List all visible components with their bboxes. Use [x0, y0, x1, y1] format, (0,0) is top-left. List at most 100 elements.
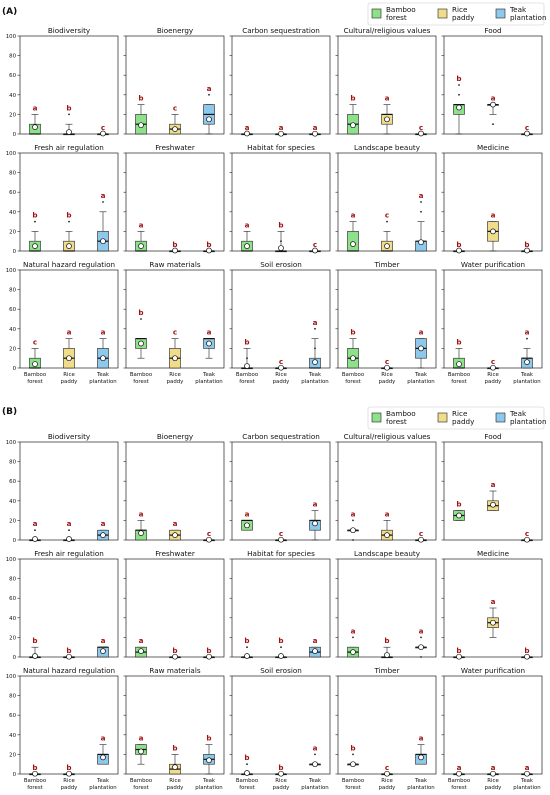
box-rice-paddy: b [63, 763, 75, 777]
significance-letter: a [139, 636, 144, 645]
box-bamboo-forest: a [347, 211, 359, 252]
box-bamboo-forest: a [241, 220, 253, 252]
outlier-point [314, 327, 316, 330]
x-category-label: forest [27, 379, 43, 385]
y-tick-label: 80 [9, 694, 16, 700]
subplot: Food b a c [441, 26, 543, 137]
subplot-title: Carbon sequestration [242, 432, 320, 441]
significance-letter: a [419, 191, 424, 200]
mean-marker [244, 243, 250, 249]
y-tick-label: 20 [9, 346, 16, 352]
box-rice-paddy: b [169, 240, 181, 254]
box-rice-paddy: b [381, 636, 393, 659]
significance-letter: a [351, 509, 356, 518]
x-category-label: forest [239, 785, 255, 791]
box-rice-paddy: b [169, 743, 181, 775]
mean-marker [490, 228, 496, 235]
significance-letter: c [33, 337, 37, 346]
subplot-frame [443, 675, 543, 775]
subplot-title: Soil erosion [260, 666, 302, 675]
x-category-label: paddy [273, 785, 291, 791]
box-teak-plantation: c [521, 529, 533, 543]
significance-letter: b [278, 763, 283, 772]
mean-marker [312, 520, 318, 527]
significance-letter: a [385, 509, 390, 518]
mean-marker [524, 770, 530, 777]
mean-marker [138, 748, 144, 755]
box-bamboo-forest: b [135, 308, 147, 359]
box-bamboo-forest: b [453, 646, 465, 660]
box-teak-plantation: a [97, 191, 109, 252]
box-teak-plantation: a [309, 123, 321, 137]
box-bamboo-forest: b [347, 743, 359, 768]
significance-letter: b [66, 763, 71, 772]
box-rice-paddy: a [487, 763, 499, 777]
box-rice-paddy: a [487, 94, 499, 126]
mean-marker [244, 653, 250, 659]
box-bamboo-forest: b [347, 94, 359, 135]
significance-letter: a [313, 743, 318, 752]
mean-marker [66, 770, 72, 777]
mean-marker [384, 652, 390, 658]
box-rice-paddy: c [381, 763, 393, 777]
subplot-title: Cultural/religious values [344, 26, 431, 35]
y-tick-label: 60 [9, 596, 16, 602]
outlier-point [352, 519, 354, 522]
box-bamboo-forest: b [241, 753, 253, 776]
significance-letter: a [67, 519, 72, 528]
box-teak-plantation: a [203, 84, 215, 135]
y-tick-label: 20 [9, 518, 16, 524]
significance-letter: b [172, 646, 177, 655]
box-bamboo-forest: a [347, 509, 359, 541]
y-tick-label: 20 [9, 112, 16, 118]
mean-marker [206, 340, 212, 347]
box-teak-plantation: c [309, 240, 321, 254]
mean-marker [172, 653, 178, 660]
outlier-point [458, 93, 460, 96]
mean-marker [456, 770, 462, 777]
box-bamboo-forest: a [453, 763, 465, 777]
y-tick-label: 40 [9, 733, 16, 739]
significance-letter: a [101, 734, 106, 743]
mean-marker [418, 239, 424, 246]
outlier-point [352, 636, 354, 639]
significance-letter: b [66, 646, 71, 655]
box-rice-paddy: c [487, 357, 499, 371]
mean-marker [456, 247, 462, 254]
box-bamboo-forest: a [29, 103, 41, 135]
significance-letter: b [350, 328, 355, 337]
outlier-point [492, 123, 494, 126]
mean-marker [32, 243, 38, 249]
box-rice-paddy: a [381, 94, 393, 135]
y-tick-label: 0 [13, 366, 17, 372]
legend-label: plantation [510, 13, 547, 22]
mean-marker [350, 241, 356, 247]
mean-marker [138, 122, 144, 129]
x-category-label: plantation [195, 785, 222, 791]
significance-letter: b [244, 753, 249, 762]
mean-marker [244, 130, 250, 137]
significance-letter: a [101, 636, 106, 645]
x-category-label: Rice [487, 778, 499, 784]
significance-letter: b [244, 337, 249, 346]
x-category-label: Teak [202, 778, 216, 784]
legend-label: paddy [452, 417, 475, 426]
significance-letter: b [456, 74, 461, 83]
y-tick-label: 100 [6, 674, 17, 680]
mean-marker [312, 247, 318, 254]
outlier-point [102, 201, 104, 203]
panel-b: (B) BambooforestRicepaddyTeakplantationBi… [2, 406, 547, 791]
subplot-frame [443, 558, 543, 658]
mean-marker [384, 532, 390, 538]
legend-swatch [495, 412, 506, 423]
significance-letter: c [173, 103, 177, 112]
legend-frame [367, 406, 545, 430]
y-tick-label: 20 [9, 635, 16, 641]
box-rice-paddy: c [169, 103, 181, 135]
significance-letter: a [139, 734, 144, 743]
significance-letter: b [138, 308, 143, 317]
mean-marker [490, 619, 496, 626]
x-category-label: plantation [195, 379, 222, 385]
